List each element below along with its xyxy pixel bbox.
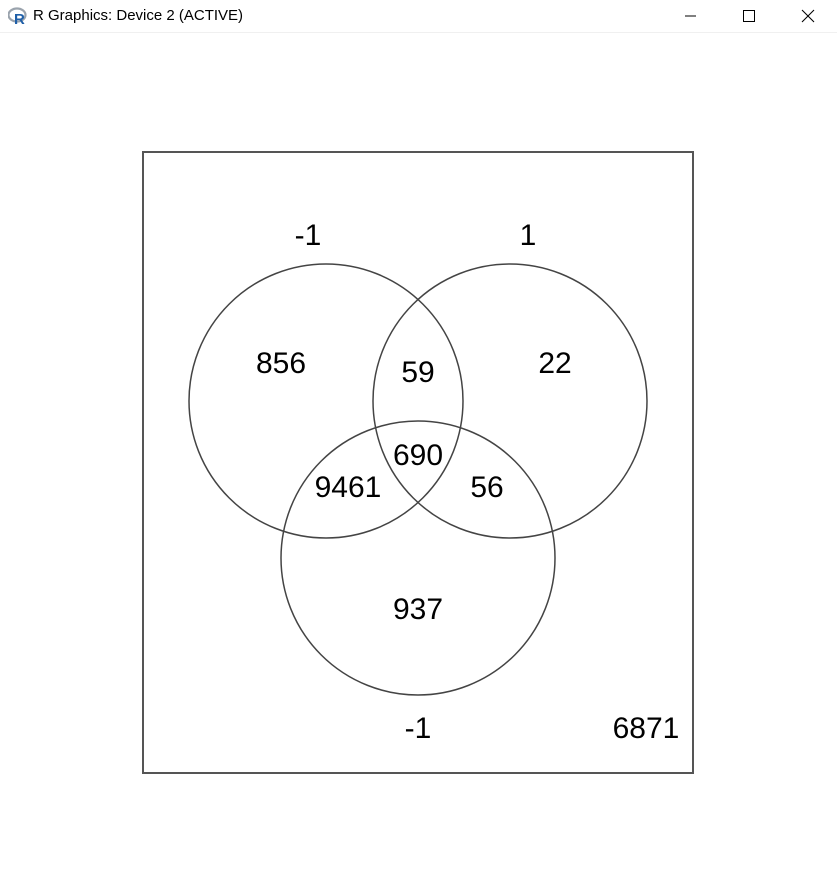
close-button[interactable]: [785, 0, 831, 32]
minimize-button[interactable]: [668, 0, 714, 32]
window-title: R Graphics: Device 2 (ACTIVE): [33, 7, 244, 24]
region-right-only: 22: [538, 347, 571, 380]
close-icon: [801, 9, 815, 23]
universe-box: [142, 151, 694, 774]
region-outside: 6871: [613, 712, 680, 745]
venn-circle-left: [188, 263, 464, 539]
set-label-right: 1: [520, 219, 537, 252]
minimize-icon: [685, 15, 696, 17]
venn-diagram: -1 1 -1 856 59 22 690 9461 56 937 6871: [142, 151, 694, 774]
region-left-bottom: 9461: [315, 471, 382, 504]
maximize-button[interactable]: [726, 0, 772, 32]
set-label-bottom: -1: [405, 712, 432, 745]
plot-canvas: -1 1 -1 856 59 22 690 9461 56 937 6871: [0, 33, 837, 868]
venn-circle-bottom: [280, 420, 556, 696]
region-left-only: 856: [256, 347, 306, 380]
region-all-three: 690: [393, 439, 443, 472]
region-left-right: 59: [401, 356, 434, 389]
set-label-left: -1: [295, 219, 322, 252]
svg-text:R: R: [14, 11, 25, 26]
region-bottom-only: 937: [393, 593, 443, 626]
maximize-icon: [743, 10, 755, 22]
region-right-bottom: 56: [470, 471, 503, 504]
title-bar[interactable]: R R Graphics: Device 2 (ACTIVE): [0, 0, 837, 33]
r-logo-icon: R: [7, 6, 28, 28]
venn-circle-right: [372, 263, 648, 539]
